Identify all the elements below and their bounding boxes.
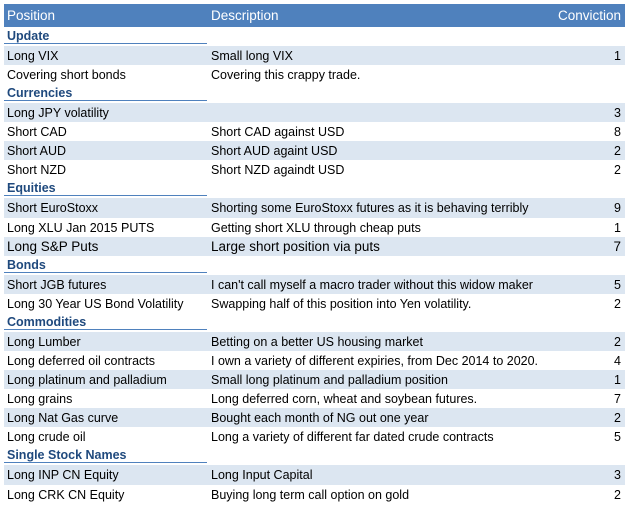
description-cell: Shorting some EuroStoxx futures as it is… [211,201,529,215]
table-row: Short CAD Short CAD against USD 8 [4,122,625,141]
section-title: Currencies [4,86,207,101]
position-cell: Long INP CN Equity [7,468,119,482]
section-heading: Bonds [4,256,625,275]
description-cell: Getting short XLU through cheap puts [211,220,421,235]
table-row: Long Lumber Betting on a better US housin… [4,332,625,351]
description-cell: Long a variety of different far dated cr… [211,429,494,444]
conviction-cell: 2 [614,162,621,177]
position-cell: Long grains [7,391,73,406]
description-cell: Bought each month of NG out one year [211,410,429,425]
description-cell: Small long platinum and palladium positi… [211,372,448,387]
position-cell: Short JGB futures [7,277,107,292]
conviction-cell: 2 [614,488,621,502]
conviction-cell: 8 [614,124,621,139]
conviction-cell: 2 [614,296,621,311]
description-cell: Short NZD againdt USD [211,162,345,177]
table-row: Long CRK CN Equity Buying long term call … [4,485,625,505]
position-cell: Long 30 Year US Bond Volatility [7,296,184,311]
description-cell: I can't call myself a macro trader witho… [211,277,533,292]
table-row: Short AUD Short AUD againt USD 2 [4,141,625,160]
conviction-cell: 2 [614,334,621,349]
conviction-cell: 3 [614,468,621,482]
position-cell: Long XLU Jan 2015 PUTS [7,220,155,235]
position-cell: Long crude oil [7,429,86,444]
description-cell: Short AUD againt USD [211,143,338,158]
position-cell: Long platinum and palladium [7,372,167,387]
conviction-cell: 2 [614,143,621,158]
conviction-cell: 3 [614,105,621,120]
description-cell: Covering this crappy trade. [211,67,361,82]
header-description: Description [211,8,279,23]
conviction-cell: 7 [614,391,621,406]
section-heading: Currencies [4,84,625,103]
table-row: Long VIX Small long VIX 1 [4,46,625,65]
conviction-cell: 5 [614,277,621,292]
conviction-cell: 4 [614,353,621,368]
header-conviction: Conviction [557,8,621,23]
description-cell: Betting on a better US housing market [211,334,423,349]
position-cell: Long Nat Gas curve [7,410,119,425]
header-position: Position [7,8,56,23]
table-row: Long crude oil Long a variety of differen… [4,427,625,446]
section-heading: Update [4,27,625,46]
position-cell: Long Lumber [7,334,81,349]
description-cell: Large short position via puts [211,239,380,254]
conviction-cell: 1 [614,220,621,235]
section-heading: Single Stock Names [4,446,625,465]
position-cell: Covering short bonds [7,67,126,82]
position-cell: Long CRK CN Equity [7,488,125,502]
position-cell: Short AUD [7,143,67,158]
positions-table: Position Description Conviction Update Lo… [4,4,625,505]
description-cell: Swapping half of this position into Yen … [211,296,472,311]
description-cell: Small long VIX [211,48,293,63]
description-cell: I own a variety of different expiries, f… [211,353,539,368]
table-row: Long S&P Puts Large short position via pu… [4,237,625,256]
table-header: Position Description Conviction [4,4,625,27]
section-title: Update [4,29,207,44]
conviction-cell: 1 [614,48,621,63]
position-cell: Long S&P Puts [7,239,99,254]
table-row: Long grains Long deferred corn, wheat and… [4,389,625,408]
table-row: Long deferred oil contracts I own a varie… [4,351,625,370]
position-cell: Long deferred oil contracts [7,353,156,368]
section-title: Commodities [4,315,207,330]
conviction-cell: 1 [614,372,621,387]
section-heading: Equities [4,179,625,198]
table-row: Long JPY volatility 3 [4,103,625,122]
conviction-cell: 9 [614,201,621,215]
position-cell: Short NZD [7,162,67,177]
section-title: Equities [4,181,207,196]
table-row: Long 30 Year US Bond Volatility Swapping … [4,294,625,313]
position-cell: Short EuroStoxx [7,201,99,215]
description-cell: Long Input Capital [211,468,313,482]
table-row: Long platinum and palladium Small long pl… [4,370,625,389]
section-heading: Commodities [4,313,625,332]
table-row: Long XLU Jan 2015 PUTS Getting short XLU … [4,218,625,237]
conviction-cell: 7 [613,239,621,254]
position-cell: Long JPY volatility [7,105,109,120]
table-row: Short JGB futures I can't call myself a m… [4,275,625,294]
table-body: Update Long VIX Small long VIX 1 Covering sh… [4,27,625,505]
table-row: Short NZD Short NZD againdt USD 2 [4,160,625,179]
conviction-cell: 5 [614,429,621,444]
section-title: Bonds [4,258,207,273]
description-cell: Short CAD against USD [211,124,345,139]
position-cell: Long VIX [7,48,59,63]
table-row: Long INP CN Equity Long Input Capital 3 [4,465,625,485]
description-cell: Long deferred corn, wheat and soybean fu… [211,391,478,406]
section-title: Single Stock Names [4,448,207,463]
conviction-cell: 2 [614,410,621,425]
table-row: Covering short bonds Covering this crappy… [4,65,625,84]
position-cell: Short CAD [7,124,67,139]
table-row: Short EuroStoxx Shorting some EuroStoxx f… [4,198,625,218]
table-row: Long Nat Gas curve Bought each month of N… [4,408,625,427]
description-cell: Buying long term call option on gold [211,488,410,502]
